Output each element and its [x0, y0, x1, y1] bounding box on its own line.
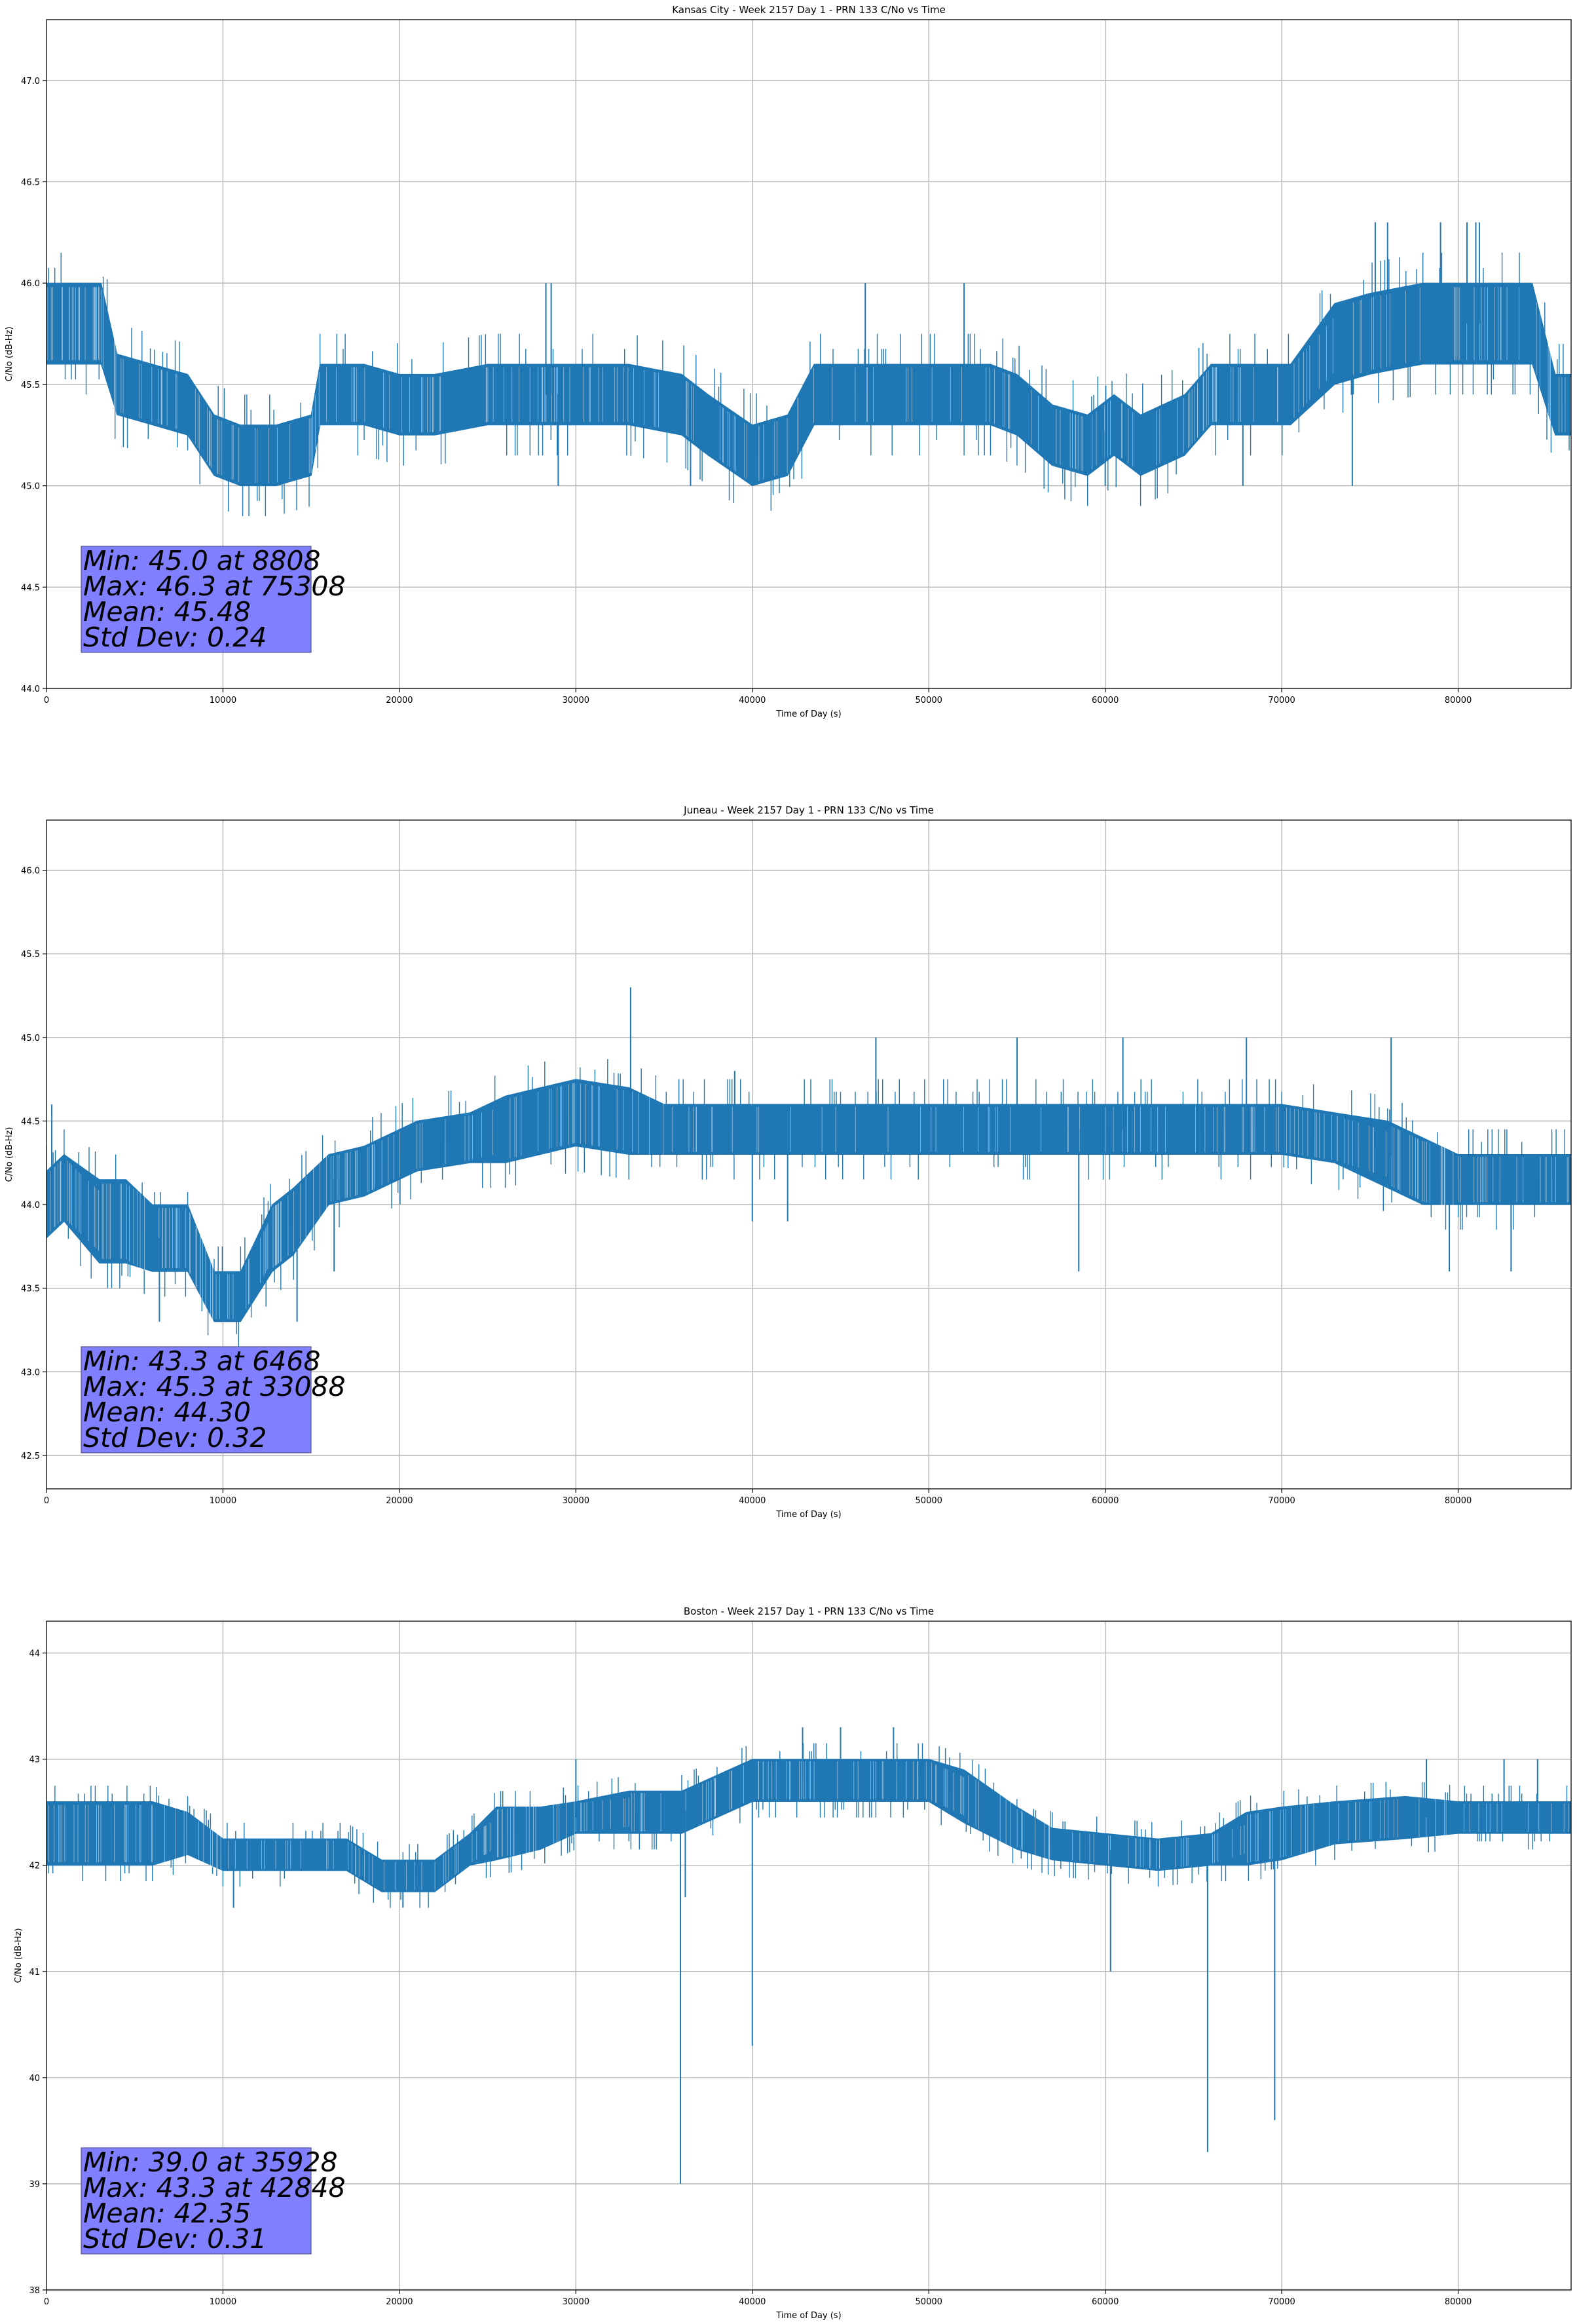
y-tick-label: 46.0 [21, 279, 40, 289]
x-tick-label: 30000 [563, 696, 589, 705]
stats-line: Min: 45.0 at 8808 [83, 545, 321, 576]
y-tick-label: 43.0 [21, 1368, 40, 1378]
data-layer [46, 1727, 1571, 2184]
stats-box [81, 1346, 312, 1453]
x-tick-label: 70000 [1268, 2297, 1295, 2307]
y-tick-label: 44.5 [21, 1117, 40, 1127]
data-layer [46, 987, 1571, 1347]
chart-panel-2: Juneau - Week 2157 Day 1 - PRN 133 C/No … [5, 804, 1572, 1520]
stats-line: Mean: 45.48 [83, 596, 251, 628]
x-tick-label: 10000 [210, 2297, 236, 2307]
y-tick-label: 45.0 [21, 482, 40, 492]
axes-frame [46, 19, 1572, 689]
series-noise [46, 1743, 1568, 1908]
x-axis-label: Time of Day (s) [775, 709, 841, 719]
x-tick-label: 60000 [1092, 696, 1119, 705]
x-tick-label: 80000 [1445, 1496, 1472, 1506]
x-tick-label: 20000 [386, 696, 413, 705]
chart-panel-3: Boston - Week 2157 Day 1 - PRN 133 C/No … [14, 1605, 1572, 2321]
x-tick-label: 10000 [210, 1496, 236, 1506]
x-tick-label: 20000 [386, 2297, 413, 2307]
y-tick-label: 41 [29, 1968, 40, 1977]
stats-line: Std Dev: 0.31 [83, 2223, 267, 2255]
stats-box [81, 2147, 312, 2255]
chart-panel-1: Kansas City - Week 2157 Day 1 - PRN 133 … [5, 4, 1572, 719]
y-tick-label: 44.0 [21, 1201, 40, 1210]
y-axis-label: C/No (dB-Hz) [14, 1928, 24, 1983]
chart-title: Kansas City - Week 2157 Day 1 - PRN 133 … [672, 4, 946, 16]
stats-line: Std Dev: 0.32 [83, 1422, 267, 1453]
x-tick-label: 70000 [1268, 696, 1295, 705]
axes-frame [46, 1621, 1572, 2291]
series-texture [48, 1761, 1569, 1890]
y-tick-label: 45.5 [21, 381, 40, 390]
x-tick-label: 40000 [739, 1496, 766, 1506]
y-tick-label: 45.0 [21, 1034, 40, 1043]
y-axis-label: C/No (dB-Hz) [5, 327, 14, 382]
axes-frame [46, 819, 1572, 1490]
y-tick-label: 44.5 [21, 583, 40, 593]
y-tick-label: 38 [29, 2286, 40, 2296]
x-tick-label: 10000 [210, 696, 236, 705]
x-tick-label: 50000 [916, 2297, 942, 2307]
y-tick-label: 44 [29, 1649, 40, 1659]
x-tick-label: 50000 [916, 1496, 942, 1506]
series-noise [48, 252, 1570, 516]
chart-title: Juneau - Week 2157 Day 1 - PRN 133 C/No … [683, 804, 934, 816]
x-tick-label: 60000 [1092, 1496, 1119, 1506]
y-tick-label: 46.5 [21, 178, 40, 188]
x-tick-label: 30000 [563, 1496, 589, 1506]
y-tick-label: 46.0 [21, 867, 40, 876]
series-texture [50, 1083, 1569, 1324]
series-band [46, 1759, 1571, 1892]
data-layer [46, 222, 1571, 516]
stats-line: Max: 43.3 at 42848 [83, 2172, 346, 2203]
y-tick-label: 42.5 [21, 1452, 40, 1461]
x-tick-label: 60000 [1092, 2297, 1119, 2307]
y-axis-label: C/No (dB-Hz) [5, 1127, 14, 1182]
series-band [46, 1079, 1571, 1322]
x-axis-label: Time of Day (s) [775, 1510, 841, 1520]
y-tick-label: 44.0 [21, 684, 40, 694]
x-tick-label: 80000 [1445, 696, 1472, 705]
series-texture [47, 287, 1571, 483]
stats-line: Mean: 44.30 [83, 1396, 251, 1428]
x-tick-label: 40000 [739, 2297, 766, 2307]
y-tick-label: 40 [29, 2074, 40, 2084]
stats-line: Min: 43.3 at 6468 [83, 1345, 321, 1377]
stats-line: Max: 46.3 at 75308 [83, 571, 346, 602]
stats-line: Min: 39.0 at 35928 [83, 2146, 338, 2178]
x-tick-label: 40000 [739, 696, 766, 705]
y-tick-label: 47.0 [21, 77, 40, 86]
x-axis-label: Time of Day (s) [775, 2311, 841, 2321]
y-tick-label: 45.5 [21, 950, 40, 960]
x-tick-label: 0 [44, 696, 49, 705]
series-noise [46, 1059, 1565, 1347]
y-tick-label: 39 [29, 2180, 40, 2190]
stats-line: Max: 45.3 at 33088 [83, 1371, 346, 1402]
x-tick-label: 70000 [1268, 1496, 1295, 1506]
y-tick-label: 42 [29, 1862, 40, 1871]
stats-box [81, 546, 312, 653]
x-tick-label: 20000 [386, 1496, 413, 1506]
x-tick-label: 0 [44, 1496, 49, 1506]
x-tick-label: 0 [44, 2297, 49, 2307]
chart-title: Boston - Week 2157 Day 1 - PRN 133 C/No … [684, 1605, 934, 1617]
stats-line: Std Dev: 0.24 [83, 622, 267, 653]
stats-line: Mean: 42.35 [83, 2198, 251, 2229]
x-tick-label: 30000 [563, 2297, 589, 2307]
y-tick-label: 43 [29, 1755, 40, 1765]
y-tick-label: 43.5 [21, 1284, 40, 1294]
x-tick-label: 80000 [1445, 2297, 1472, 2307]
x-tick-label: 50000 [916, 696, 942, 705]
